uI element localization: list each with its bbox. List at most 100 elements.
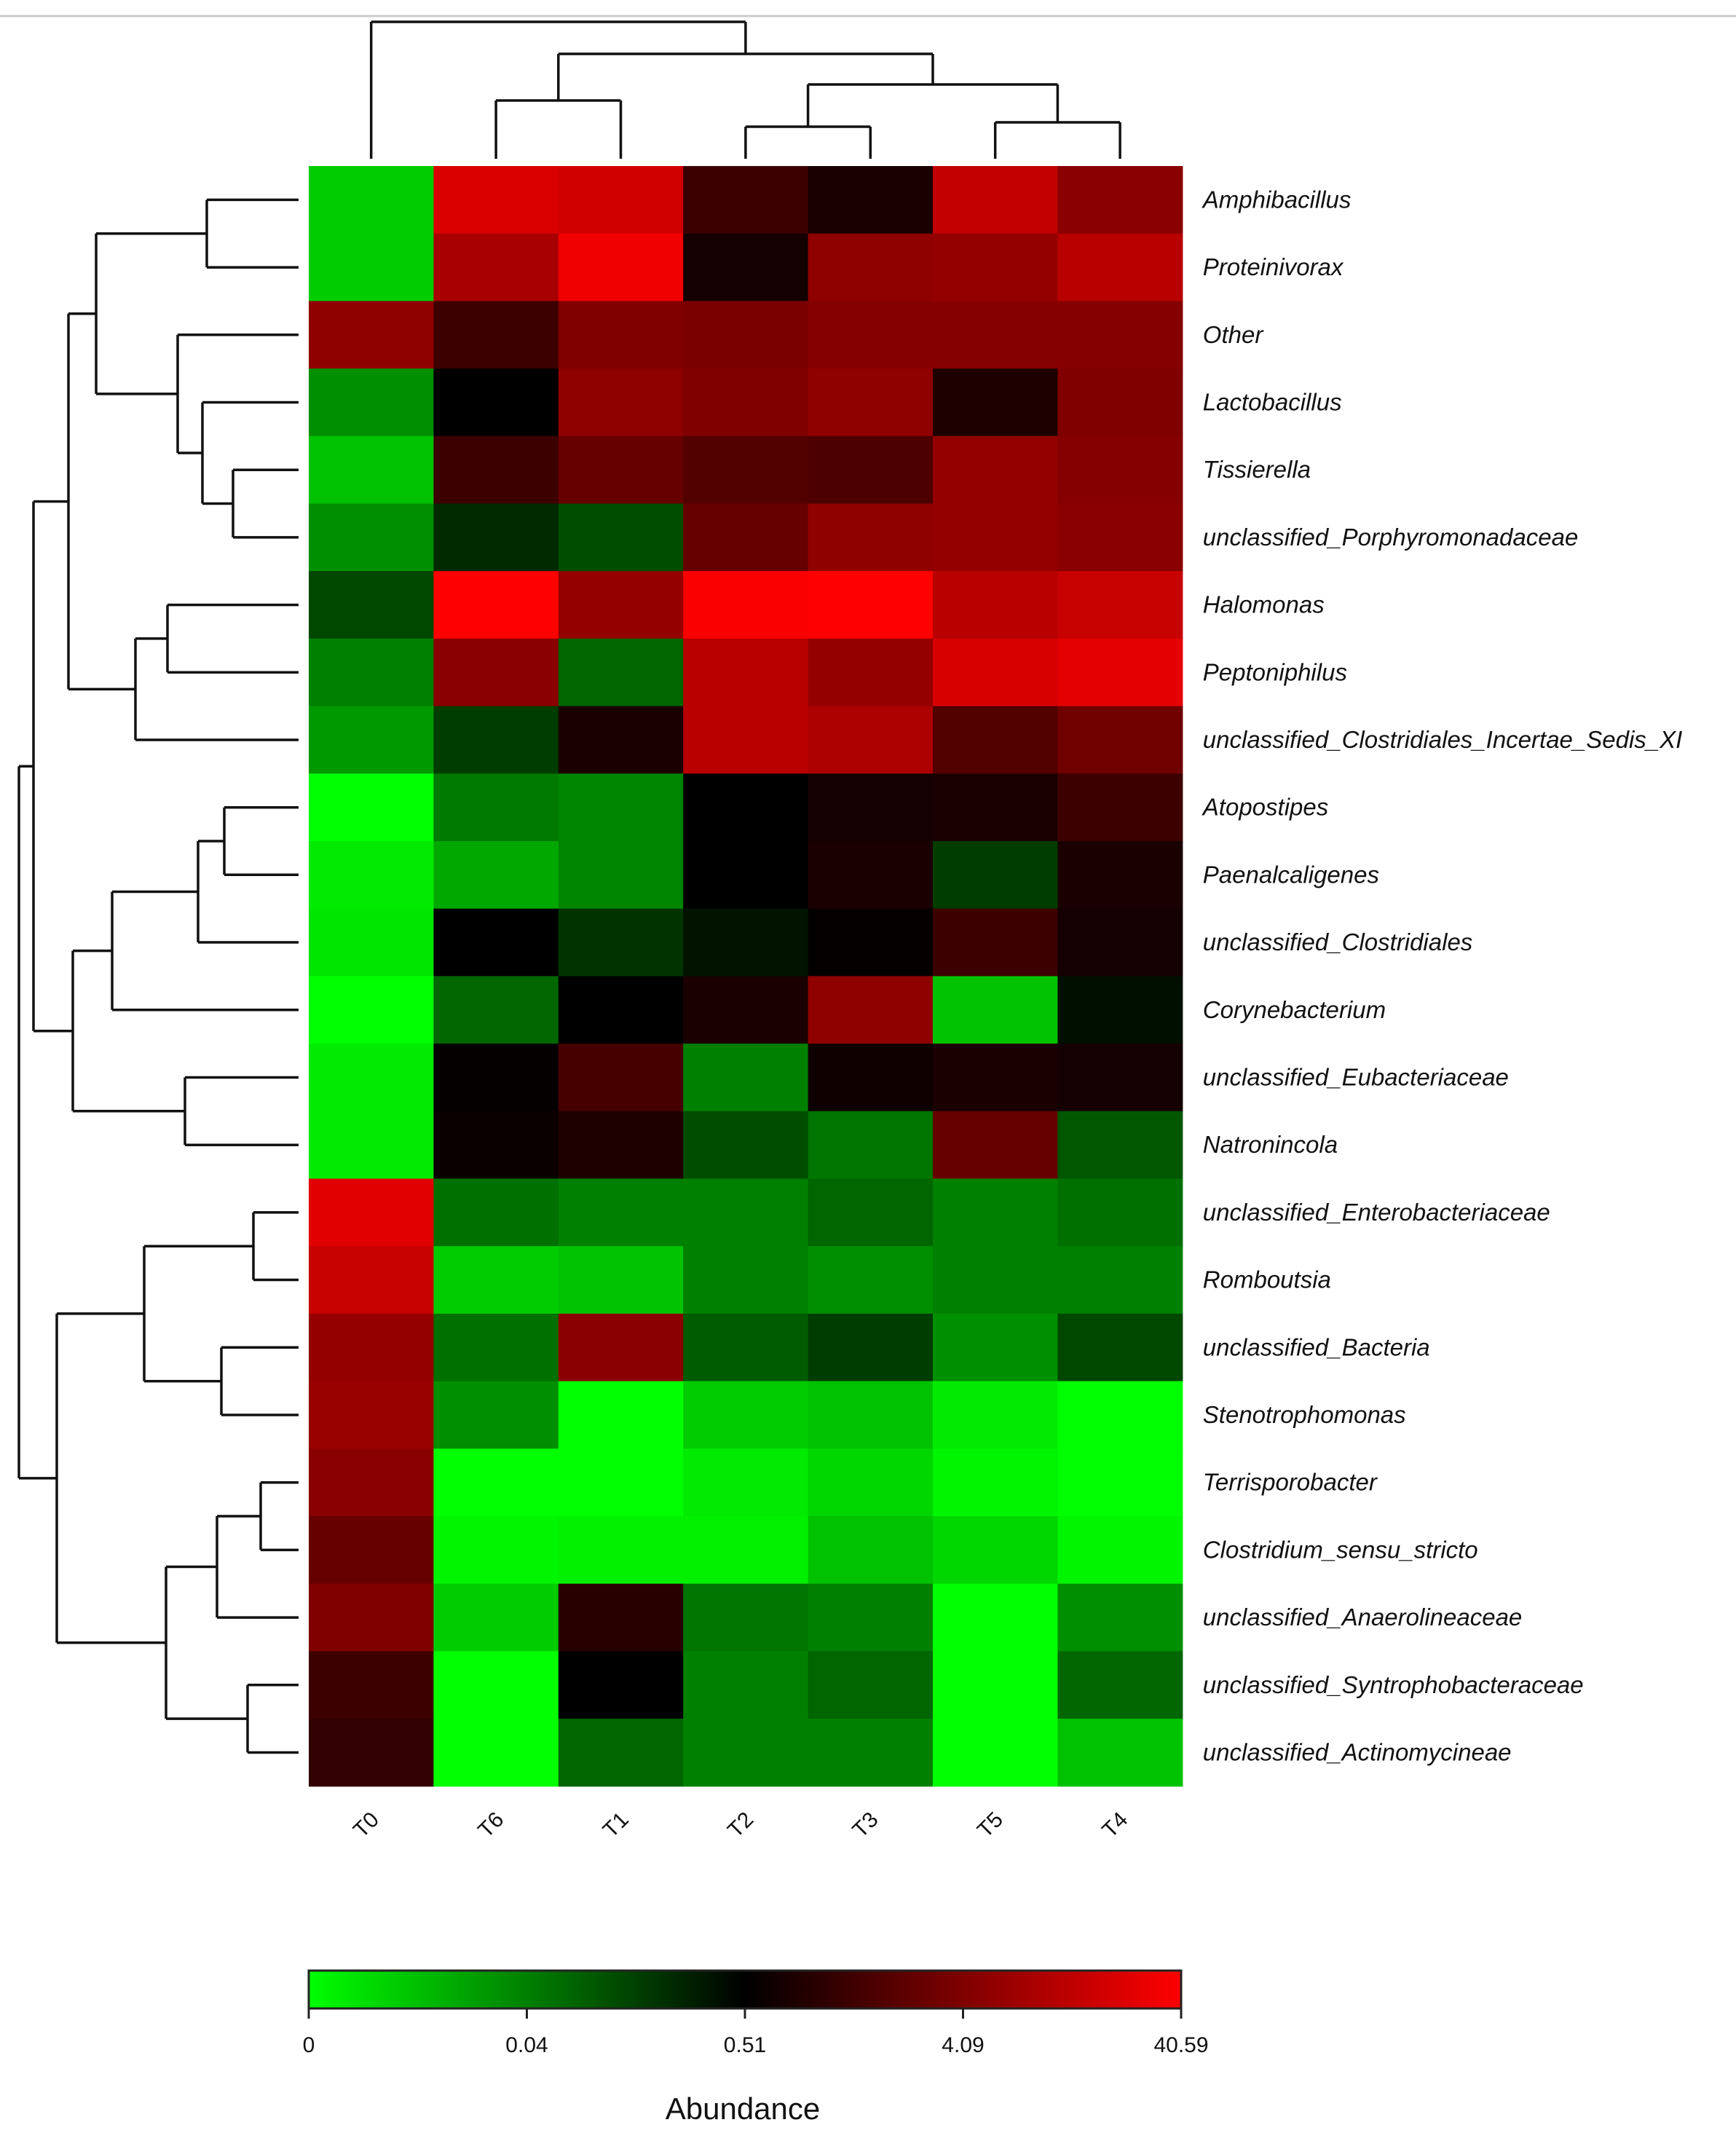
heatmap-cell	[808, 1719, 934, 1787]
heatmap-cell	[309, 908, 434, 977]
heatmap-cell	[683, 706, 809, 774]
heatmap-cell	[1057, 638, 1183, 707]
row-label: Other	[1203, 321, 1265, 348]
heatmap-cell	[933, 571, 1058, 639]
heatmap-cell	[433, 1583, 559, 1652]
color-key-gradient	[307, 1969, 1183, 2010]
heatmap-cell	[808, 503, 934, 572]
heatmap-cell	[1057, 368, 1183, 437]
color-key-tick-label: 0.51	[724, 2033, 766, 2057]
heatmap-cell	[558, 1719, 684, 1787]
color-key-tick-label: 0	[303, 2033, 315, 2057]
heatmap-cell	[433, 1111, 559, 1180]
heatmap-cell	[933, 1448, 1058, 1517]
heatmap-cell	[1057, 773, 1183, 842]
row-label: Halomonas	[1203, 591, 1325, 618]
heatmap-cell	[433, 638, 559, 707]
column-label: T2	[723, 1807, 758, 1842]
heatmap-cell	[309, 503, 434, 572]
heatmap-cell	[309, 1719, 434, 1787]
row-dendrogram	[17, 198, 299, 1754]
heatmap-cell	[808, 706, 934, 774]
heatmap-cell	[808, 435, 934, 505]
heatmap-cell	[1057, 1448, 1183, 1517]
heatmap-cell	[558, 368, 684, 437]
heatmap-cell	[933, 976, 1058, 1044]
heatmap-cell	[309, 368, 434, 437]
heatmap-cell	[558, 435, 684, 505]
row-label: unclassified_Syntrophobacteraceae	[1203, 1671, 1584, 1698]
heatmap-cell	[1057, 503, 1183, 572]
heatmap-cell	[933, 638, 1058, 707]
heatmap-cell	[1057, 1516, 1183, 1585]
heatmap-cell	[808, 773, 934, 842]
heatmap-cell	[558, 1516, 684, 1585]
row-labels: Amphibacillus Proteinivorax Other Lactobaci…	[1202, 186, 1683, 1765]
heatmap-cell	[683, 1651, 809, 1719]
heatmap-cell	[1057, 1651, 1183, 1719]
heatmap-cell	[808, 908, 934, 977]
heatmap-cell	[933, 1111, 1058, 1180]
row-label: Clostridium_sensu_stricto	[1203, 1536, 1478, 1563]
column-label: T6	[473, 1807, 508, 1842]
heatmap-cell	[309, 1381, 434, 1449]
heatmap-cell	[309, 1178, 434, 1247]
heatmap-cell	[558, 503, 684, 572]
heatmap-cell	[933, 1719, 1058, 1787]
heatmap-cell	[433, 301, 559, 369]
heatmap-cell	[683, 435, 809, 505]
heatmap-cell	[433, 1719, 559, 1787]
heatmap-cell	[558, 1246, 684, 1314]
column-label: T0	[349, 1807, 384, 1842]
heatmap-cell	[558, 233, 684, 301]
heatmap-cell	[309, 1313, 434, 1382]
heatmap-cell	[1057, 1178, 1183, 1247]
heatmap-cell	[558, 1044, 684, 1112]
heatmap-cell	[433, 1178, 559, 1247]
heatmap-cell	[683, 1246, 809, 1314]
heatmap-cell	[683, 1178, 809, 1247]
row-label: Tissierella	[1203, 456, 1311, 483]
heatmap-cell	[309, 706, 434, 774]
heatmap-cell	[1057, 301, 1183, 369]
row-label: Paenalcaligenes	[1203, 861, 1379, 888]
column-label: T1	[599, 1807, 634, 1842]
heatmap-cell	[309, 638, 434, 707]
heatmap-cell	[558, 301, 684, 369]
heatmap-cell	[558, 166, 684, 234]
heatmap-cell	[309, 976, 434, 1044]
heatmap-cell	[808, 1583, 934, 1652]
heatmap-cell	[1057, 1246, 1183, 1314]
heatmap-cell	[683, 571, 809, 639]
heatmap-cell	[309, 841, 434, 910]
heatmap-cell	[683, 841, 809, 910]
heatmap-cell	[933, 1583, 1058, 1652]
heatmap-cell	[309, 435, 434, 505]
heatmap-cell	[808, 1178, 934, 1247]
row-label: unclassified_Actinomycineae	[1203, 1739, 1512, 1766]
heatmap-cell	[933, 706, 1058, 774]
row-label: Natronincola	[1203, 1131, 1338, 1158]
heatmap-cell	[433, 706, 559, 774]
heatmap-cell	[683, 1448, 809, 1517]
heatmap-cell	[433, 908, 559, 977]
heatmap-cell	[933, 1246, 1058, 1314]
heatmap-cell	[933, 1516, 1058, 1585]
column-label: T5	[973, 1807, 1008, 1842]
heatmap-cell	[558, 1583, 684, 1652]
heatmap-cell	[309, 571, 434, 639]
heatmap-cell	[309, 233, 434, 301]
heatmap-cell	[433, 773, 559, 842]
heatmap-cell	[558, 706, 684, 774]
heatmap-cell	[933, 908, 1058, 977]
row-label: unclassified_Anaerolineaceae	[1203, 1604, 1522, 1631]
heatmap-cell	[558, 1448, 684, 1517]
heatmap-cell	[808, 368, 934, 437]
row-label: Lactobacillus	[1203, 389, 1342, 416]
column-dendrogram	[369, 20, 1121, 159]
heatmap-cell	[309, 1516, 434, 1585]
heatmap-cell	[309, 773, 434, 842]
row-label: unclassified_Enterobacteriaceae	[1203, 1199, 1550, 1226]
heatmap-cell	[808, 1448, 934, 1517]
heatmap-cell	[808, 301, 934, 369]
